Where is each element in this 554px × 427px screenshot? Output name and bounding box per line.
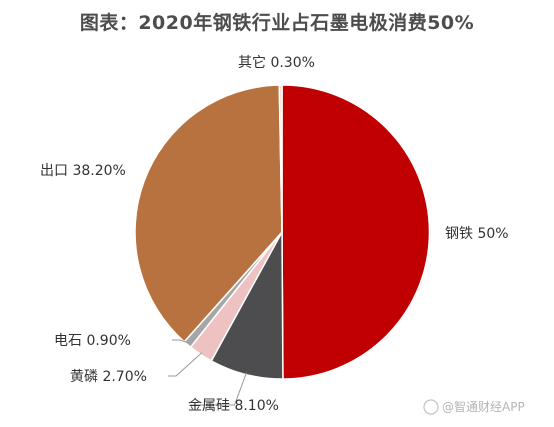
leader-line-3 [172,339,189,344]
watermark: @智通财经APP [423,399,525,415]
leader-line-2 [168,352,203,377]
slice-label-1: 金属硅 8.10% [188,398,279,414]
watermark-text: @智通财经APP [442,399,525,414]
pie-slice-4 [134,84,283,343]
weibo-icon [423,399,439,415]
pie-slice-0 [281,84,431,380]
chart-title: 图表：2020年钢铁行业占石墨电极消费50% [79,12,475,34]
slice-label-2: 黄磷 2.70% [70,368,147,385]
slice-label-3: 电石 0.90% [54,333,131,349]
pie-slice-5 [278,84,283,233]
slice-label-5: 其它 0.30% [238,54,315,71]
slice-label-0: 钢铁 50% [445,226,509,242]
slice-label-4: 出口 38.20% [40,163,126,179]
leader-line-1 [190,372,247,406]
